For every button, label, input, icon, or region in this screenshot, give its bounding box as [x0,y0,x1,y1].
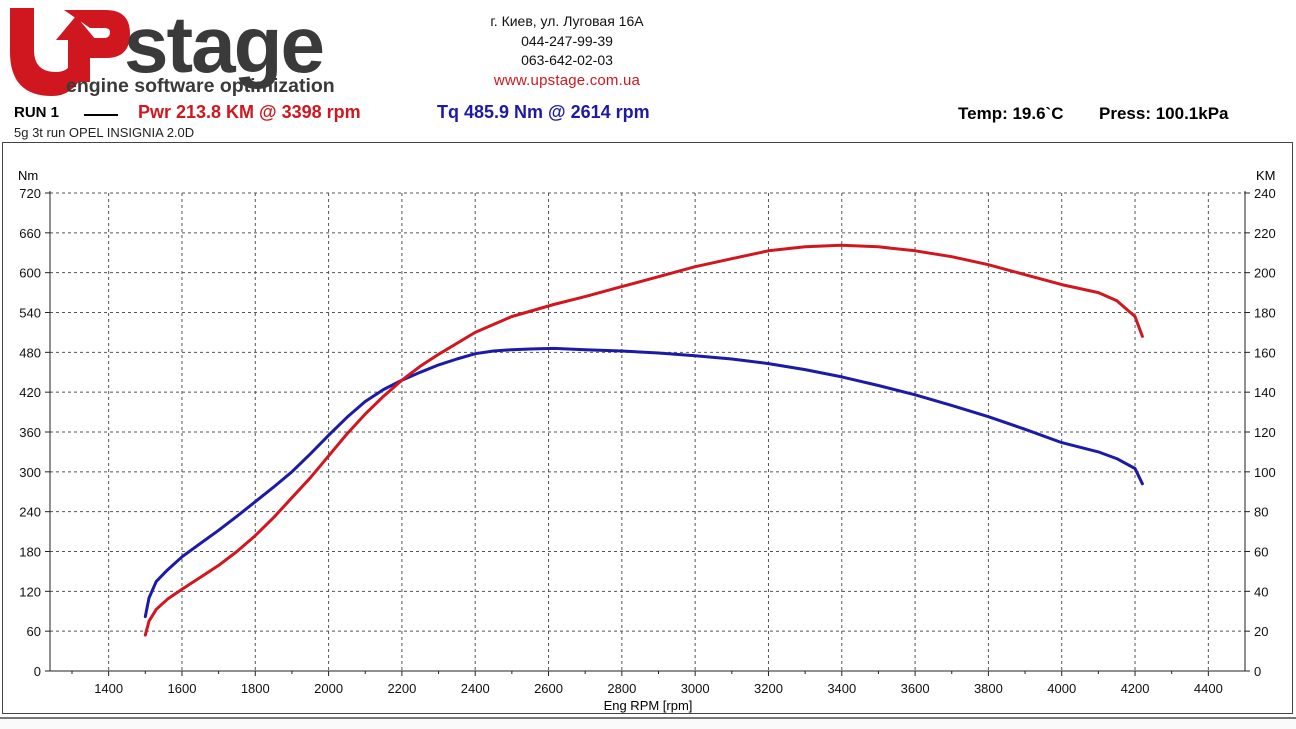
x-axis-tick-label: 3000 [681,681,710,696]
right-axis-tick-label: 0 [1254,664,1261,679]
run-legend-line [84,114,118,116]
left-axis-tick-label: 180 [19,545,41,560]
x-axis-tick-label: 4000 [1047,681,1076,696]
left-axis-tick-label: 540 [19,306,41,321]
left-axis-tick-label: 600 [19,266,41,281]
power-summary: Pwr 213.8 KM @ 3398 rpm [138,102,361,122]
left-axis-tick-label: 240 [19,505,41,520]
left-axis-tick-label: 0 [34,664,41,679]
x-axis-tick-label: 4200 [1121,681,1150,696]
right-axis-tick-label: 20 [1254,624,1268,639]
left-axis-tick-label: 360 [19,425,41,440]
torque-curve [143,346,1144,619]
right-axis-tick-label: 220 [1254,226,1276,241]
left-axis-tick-label: 720 [19,186,41,201]
right-axis-tick-label: 100 [1254,465,1276,480]
website-url[interactable]: www.upstage.com.ua [493,71,641,89]
x-axis-tick-label: 3600 [901,681,930,696]
upstage-logo: stage engine software optimization [10,2,335,97]
power-curve [143,243,1144,637]
x-axis-tick-label: 1400 [94,681,123,696]
left-axis-tick-label: 420 [19,385,41,400]
run-label: RUN 1 [14,104,60,121]
x-axis-tick-label: 3800 [974,681,1003,696]
left-axis-unit: Nm [18,168,38,183]
x-axis-tick-label: 2800 [607,681,636,696]
x-axis-tick-label: 2400 [461,681,490,696]
window-bottom-edge [0,717,1296,729]
right-axis-tick-label: 180 [1254,306,1276,321]
pressure-readout: Press: 100.1kPa [1099,104,1229,123]
right-axis-tick-label: 60 [1254,545,1268,560]
x-axis-label: Eng RPM [rpm] [604,698,693,713]
left-axis-tick-label: 300 [19,465,41,480]
phone-1: 044-247-99-39 [521,32,613,49]
x-axis-tick-label: 1800 [241,681,270,696]
x-axis-tick-label: 2200 [387,681,416,696]
right-axis-tick-label: 80 [1254,505,1268,520]
logo-u-shape [10,8,82,96]
contact-block: г. Киев, ул. Луговая 16А 044-247-99-39 0… [462,12,672,90]
chart-frame [2,142,1293,714]
run-description: 5g 3t run OPEL INSIGNIA 2.0D [14,125,195,140]
x-axis-tick-label: 2600 [534,681,563,696]
right-axis-tick-label: 40 [1254,584,1268,599]
x-axis-tick-label: 1600 [168,681,197,696]
right-axis-tick-label: 120 [1254,425,1276,440]
x-axis-tick-label: 4400 [1194,681,1223,696]
torque-summary: Tq 485.9 Nm @ 2614 rpm [437,102,650,122]
right-axis-tick-label: 200 [1254,266,1276,281]
x-axis-tick-label: 2000 [314,681,343,696]
logo-p-arrow [56,10,130,82]
phone-2: 063-642-02-03 [521,52,613,68]
x-axis-tick-label: 3200 [754,681,783,696]
temperature-readout: Temp: 19.6`C [958,104,1064,123]
left-axis-tick-label: 60 [27,624,41,639]
left-axis-tick-label: 480 [19,345,41,360]
address: г. Киев, ул. Луговая 16А [490,13,644,29]
right-axis-tick-label: 160 [1254,345,1276,360]
right-axis-tick-label: 240 [1254,186,1276,201]
right-axis-tick-label: 140 [1254,385,1276,400]
left-axis-tick-label: 660 [19,226,41,241]
logo-tagline: engine software optimization [66,75,335,97]
x-axis-tick-label: 3400 [827,681,856,696]
left-axis-tick-label: 120 [19,584,41,599]
right-axis-unit: KM [1256,168,1276,183]
logo-word: stage [124,2,323,89]
